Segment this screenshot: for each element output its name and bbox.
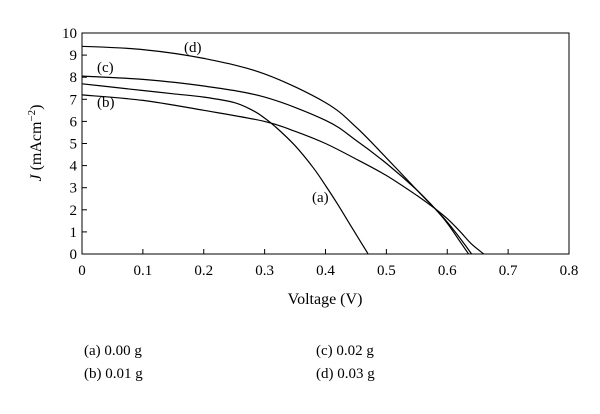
curves [81,45,485,255]
x-tick-label: 0.3 [255,263,274,279]
y-axis-label-symbol: J [28,174,45,182]
y-tick-label: 1 [70,225,78,241]
legend-item-b: (b) 0.01 g [84,366,143,382]
x-tick-label: 0.8 [560,263,579,279]
curve-b [81,94,485,255]
curve-c [81,75,470,255]
y-tick-label: 9 [70,48,78,64]
x-axis-label: Voltage (V) [288,291,363,308]
x-tick-label: 0.7 [499,263,518,279]
legend-item-c: (c) 0.02 g [316,343,374,359]
curve-label-a: (a) [312,190,329,206]
legend-left: (a) 0.00 g (b) 0.01 g [84,340,143,386]
x-tick-label: 0.1 [134,263,153,279]
y-tick-label: 5 [70,137,78,153]
y-tick-label: 4 [70,159,78,175]
curve-d [81,45,473,255]
x-tick-label: 0.4 [316,263,335,279]
y-tick-label: 6 [70,114,78,130]
y-tick-label: 10 [62,26,77,42]
y-tick-label: 8 [70,70,78,86]
curve-label-b: (b) [97,95,115,111]
x-axis-ticks: 0 0.1 0.2 0.3 0.4 0.5 0.6 0.7 0.8 [78,249,578,279]
y-axis-label: J (mAcm−2) [26,104,45,181]
y-tick-label: 7 [70,92,78,108]
legend-item-d: (d) 0.03 g [316,366,375,382]
x-tick-label: 0.6 [438,263,457,279]
y-tick-label: 2 [70,203,78,219]
y-axis-label-close: ) [28,104,45,109]
y-axis-ticks: 0 1 2 3 4 5 6 7 8 9 10 [62,26,87,263]
legend-item-a: (a) 0.00 g [84,343,142,359]
y-tick-label: 3 [70,181,78,197]
curve-a [81,83,369,255]
curve-label-c: (c) [97,60,114,76]
x-tick-label: 0.5 [377,263,396,279]
y-axis-label-unit: (mAcm [28,121,45,174]
y-axis-label-exponent: −2 [26,110,38,122]
y-tick-label: 0 [70,247,78,263]
x-tick-label: 0 [78,263,86,279]
x-tick-label: 0.2 [194,263,213,279]
legend-right: (c) 0.02 g (d) 0.03 g [316,340,375,386]
curve-label-d: (d) [184,40,202,56]
